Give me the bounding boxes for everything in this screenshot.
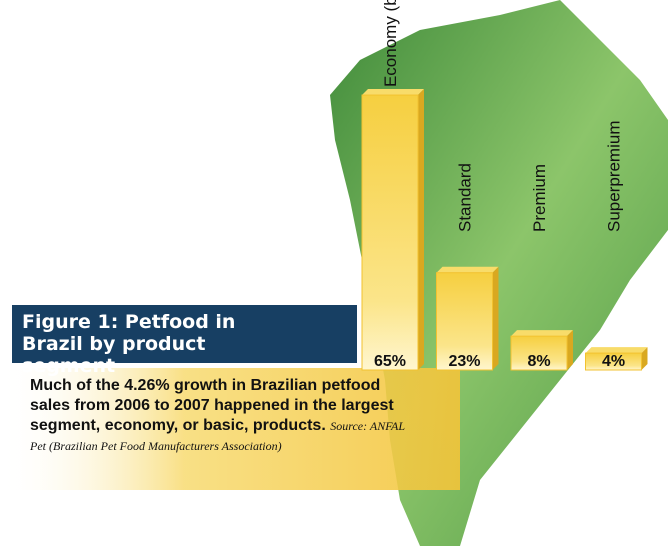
value-label: 23% [448, 353, 480, 370]
bar-top [511, 330, 573, 337]
chart-title: Figure 1: Petfood in Brazil by product s… [22, 311, 236, 377]
bar [436, 272, 493, 371]
source: Source: ANFAL Pet (Brazilian Pet Food Ma… [30, 419, 405, 453]
category-label: Standard [456, 163, 475, 232]
caption-glow [0, 368, 460, 490]
title-banner: Figure 1: Petfood in Brazil by product s… [12, 305, 357, 377]
bar-side [492, 266, 499, 370]
bar-top [436, 266, 499, 273]
category-label: Economy (basic) [381, 0, 400, 87]
bar-side [418, 89, 424, 371]
category-label: Superpremium [605, 121, 624, 233]
caption: Much of the 4.26% growth in Brazilian pe… [30, 377, 394, 434]
bar [510, 335, 568, 371]
bar [585, 352, 642, 371]
bar [361, 94, 419, 371]
category-label: Premium [530, 164, 549, 232]
caption-box: Much of the 4.26% growth in Brazilian pe… [30, 376, 410, 456]
value-label: 8% [527, 353, 550, 370]
bar-side [641, 347, 648, 370]
bar-side [567, 330, 573, 370]
value-label: 4% [602, 353, 625, 370]
bar-top [585, 347, 648, 354]
value-label: 65% [374, 353, 406, 370]
bar-top [362, 89, 424, 96]
